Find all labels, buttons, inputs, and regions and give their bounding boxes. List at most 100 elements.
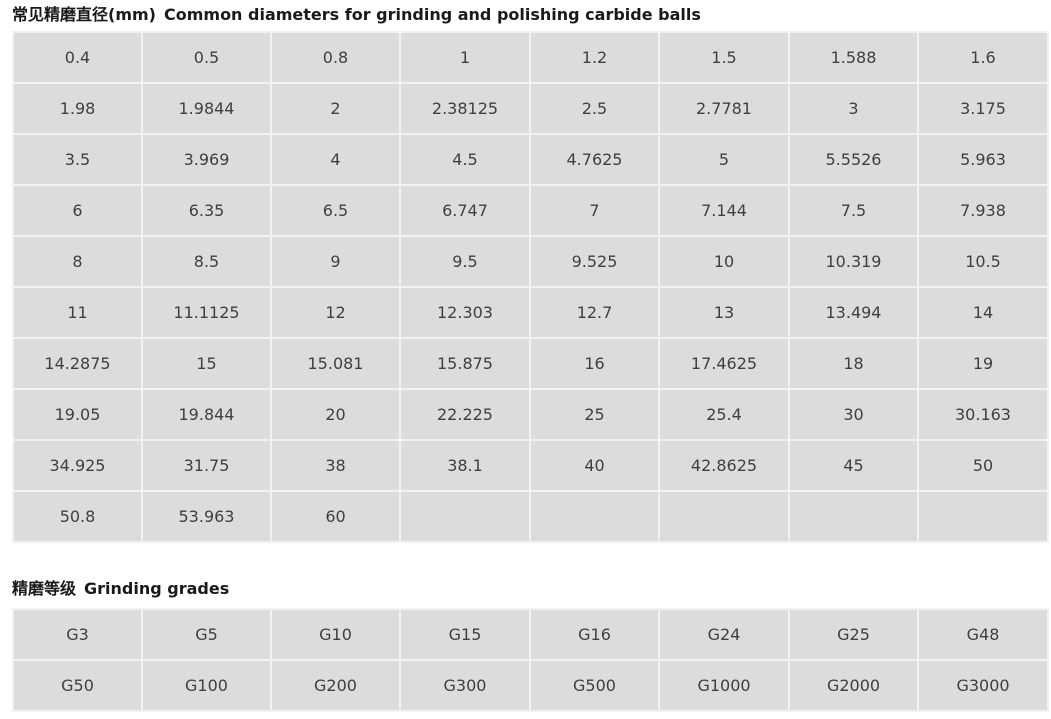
diameters-table: 0.4 0.5 0.8 1 1.2 1.5 1.588 1.6 1.98 1.9844 2 2.381… [12,31,1049,543]
diameter-cell: 11 [12,286,143,339]
grade-row: G50 G100 G200 G300 G500 G1000 G2000 G3000 [12,659,1049,712]
grade-cell: G200 [270,659,401,712]
diameter-cell: 15.875 [399,337,531,390]
diameter-cell: 14.2875 [12,337,143,390]
diameter-cell: 10.319 [788,235,919,288]
diameters-title-en: Common diameters for grinding and polish… [163,5,701,24]
diameter-cell: 38.1 [399,439,531,492]
diameter-cell: 2 [270,82,401,135]
diameter-cell: 18 [788,337,919,390]
diameter-cell: 31.75 [141,439,272,492]
diameter-row: 11 11.1125 12 12.303 12.7 13 13.494 14 [12,286,1049,339]
diameter-cell: 19.05 [12,388,143,441]
diameter-cell: 8 [12,235,143,288]
grades-title-en: Grinding grades [84,579,230,598]
diameter-row: 6 6.35 6.5 6.747 7 7.144 7.5 7.938 [12,184,1049,237]
grade-cell: G3000 [917,659,1049,712]
diameter-cell: 2.5 [529,82,660,135]
diameter-cell: 12.7 [529,286,660,339]
diameter-cell: 0.5 [141,31,272,84]
diameter-cell: 25 [529,388,660,441]
diameter-cell: 9 [270,235,401,288]
grade-cell: G500 [529,659,660,712]
diameter-cell: 22.225 [399,388,531,441]
diameter-cell: 5 [658,133,790,186]
diameter-cell: 1.98 [12,82,143,135]
grade-cell: G100 [141,659,272,712]
diameter-cell: 12.303 [399,286,531,339]
diameter-cell: 50 [917,439,1049,492]
diameter-cell: 1 [399,31,531,84]
diameter-cell: 3.5 [12,133,143,186]
grade-cell: G1000 [658,659,790,712]
diameter-row: 1.98 1.9844 2 2.38125 2.5 2.7781 3 3.175 [12,82,1049,135]
diameter-cell: 8.5 [141,235,272,288]
diameter-cell: 13.494 [788,286,919,339]
diameter-cell: 4 [270,133,401,186]
diameter-cell: 6 [12,184,143,237]
diameter-cell: 1.6 [917,31,1049,84]
diameter-row: 0.4 0.5 0.8 1 1.2 1.5 1.588 1.6 [12,31,1049,84]
diameter-cell: 3.969 [141,133,272,186]
diameter-cell: 3.175 [917,82,1049,135]
diameter-cell [788,490,919,543]
diameters-title-zh: 常见精磨直径(mm) [12,5,156,24]
grade-cell: G300 [399,659,531,712]
diameter-cell: 0.4 [12,31,143,84]
diameter-cell: 7.5 [788,184,919,237]
diameter-cell: 60 [270,490,401,543]
diameter-cell: 25.4 [658,388,790,441]
diameter-cell: 2.38125 [399,82,531,135]
diameter-cell: 34.925 [12,439,143,492]
diameter-cell: 19.844 [141,388,272,441]
diameter-cell: 20 [270,388,401,441]
diameter-cell: 40 [529,439,660,492]
diameter-cell: 30 [788,388,919,441]
diameter-cell: 6.35 [141,184,272,237]
diameter-cell [529,490,660,543]
diameters-title: 常见精磨直径(mm) Common diameters for grinding … [12,4,701,26]
diameter-row: 8 8.5 9 9.5 9.525 10 10.319 10.5 [12,235,1049,288]
diameter-cell: 4.7625 [529,133,660,186]
diameter-cell: 9.525 [529,235,660,288]
grade-cell: G16 [529,608,660,661]
diameter-cell: 17.4625 [658,337,790,390]
grade-cell: G25 [788,608,919,661]
grades-title: 精磨等级 Grinding grades [12,578,229,600]
diameter-cell: 30.163 [917,388,1049,441]
grade-cell: G5 [141,608,272,661]
diameter-cell: 6.5 [270,184,401,237]
diameters-table-body: 0.4 0.5 0.8 1 1.2 1.5 1.588 1.6 1.98 1.9844 2 2.381… [12,31,1049,543]
grades-table: G3 G5 G10 G15 G16 G24 G25 G48 G50 G100 G200 G300 G50… [12,608,1049,712]
grade-cell: G48 [917,608,1049,661]
grades-table-body: G3 G5 G10 G15 G16 G24 G25 G48 G50 G100 G200 G300 G50… [12,608,1049,712]
diameter-cell: 7.938 [917,184,1049,237]
grade-cell: G2000 [788,659,919,712]
diameter-cell: 7.144 [658,184,790,237]
diameter-cell: 7 [529,184,660,237]
grade-cell: G50 [12,659,143,712]
diameter-cell: 1.588 [788,31,919,84]
diameter-cell: 38 [270,439,401,492]
diameter-row: 14.2875 15 15.081 15.875 16 17.4625 18 19 [12,337,1049,390]
diameter-cell: 19 [917,337,1049,390]
grade-cell: G24 [658,608,790,661]
grade-cell: G15 [399,608,531,661]
diameter-cell: 3 [788,82,919,135]
grade-row: G3 G5 G10 G15 G16 G24 G25 G48 [12,608,1049,661]
diameter-cell: 10 [658,235,790,288]
diameter-cell: 0.8 [270,31,401,84]
diameter-cell [917,490,1049,543]
diameter-cell: 50.8 [12,490,143,543]
diameter-cell: 10.5 [917,235,1049,288]
grade-cell: G10 [270,608,401,661]
grades-title-zh: 精磨等级 [12,579,77,598]
grade-cell: G3 [12,608,143,661]
diameter-cell: 45 [788,439,919,492]
diameter-row: 19.05 19.844 20 22.225 25 25.4 30 30.163 [12,388,1049,441]
diameter-cell: 12 [270,286,401,339]
diameter-row: 50.8 53.963 60 [12,490,1049,543]
diameter-cell: 16 [529,337,660,390]
diameter-cell: 5.963 [917,133,1049,186]
diameter-cell: 9.5 [399,235,531,288]
